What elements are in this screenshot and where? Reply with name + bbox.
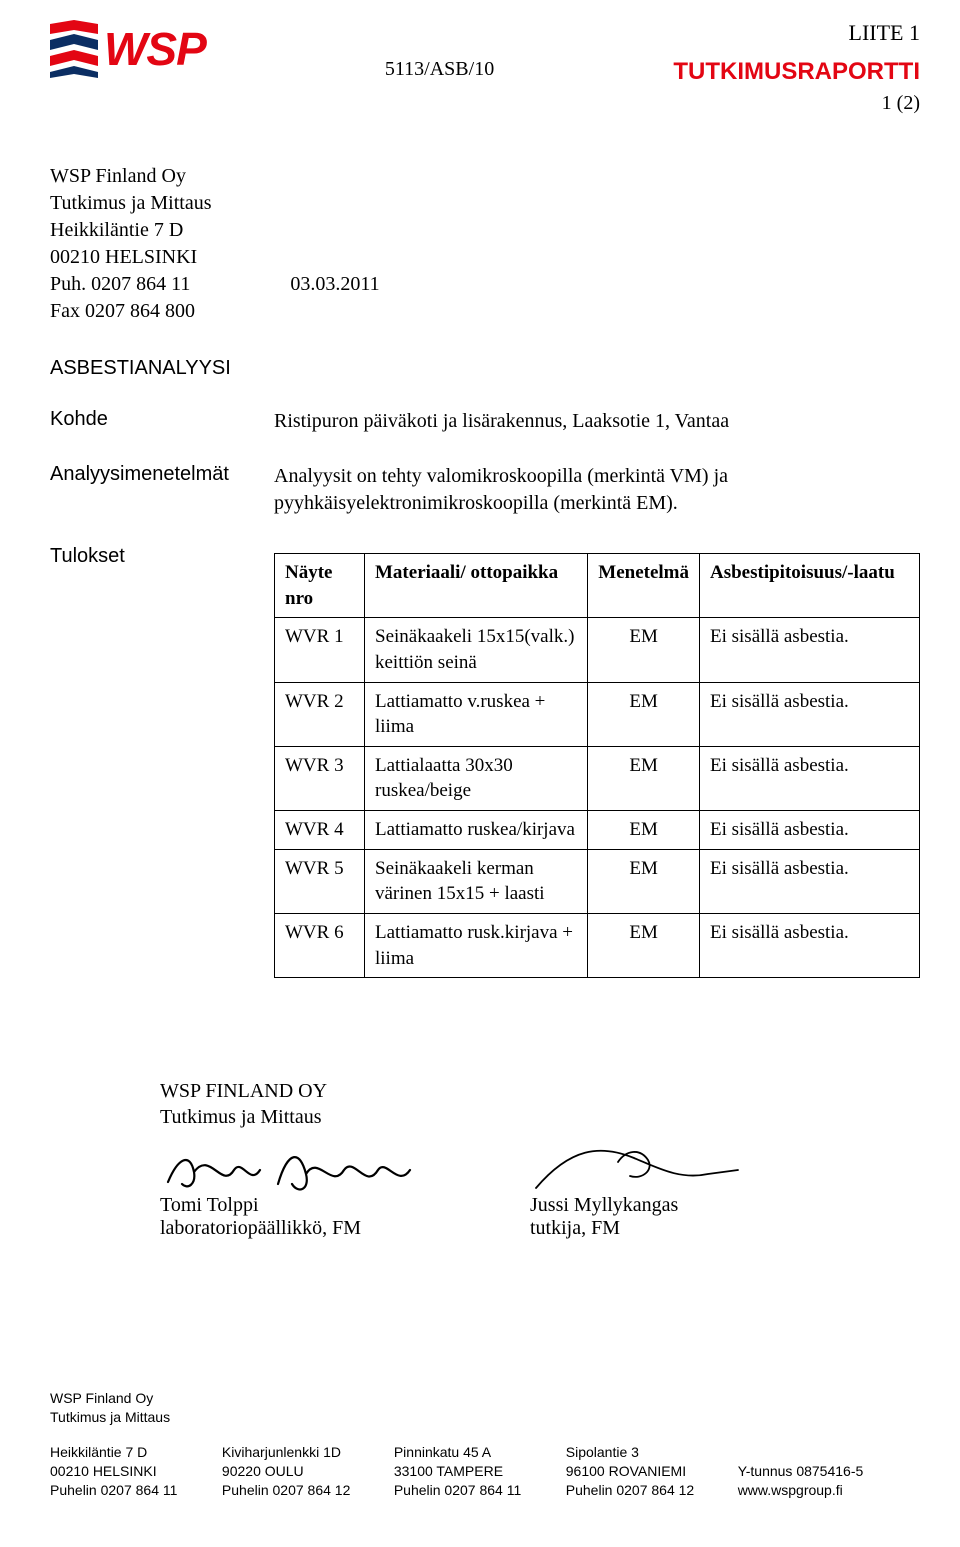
page-indicator: 1 (2) [673,92,920,115]
recipient-fax: Fax 0207 864 800 [50,298,920,325]
table-row: WVR 1Seinäkaakeli 15x15(valk.) keittiön … [275,618,920,682]
table-row: WVR 4Lattiamatto ruskea/kirjavaEMEi sisä… [275,811,920,850]
cell-method: EM [588,618,700,682]
cell-method: EM [588,849,700,913]
footer-col: Heikkiläntie 7 D00210 HELSINKIPuhelin 02… [50,1443,202,1500]
cell-nro: WVR 4 [275,811,365,850]
cell-material: Seinäkaakeli 15x15(valk.) keittiön seinä [365,618,588,682]
label-results: Tulokset [50,545,260,568]
analysis-grid: Kohde Ristipuron päiväkoti ja lisärakenn… [50,408,920,978]
cell-material: Seinäkaakeli kerman värinen 15x15 + laas… [365,849,588,913]
logo-text: WSP [104,22,206,76]
cell-material: Lattiamatto ruskea/kirjava [365,811,588,850]
cell-result: Ei sisällä asbestia. [700,682,920,746]
cell-method: EM [588,811,700,850]
sign-right-title: tutkija, FM [530,1217,750,1240]
footer-col: Kiviharjunlenkki 1D90220 OULUPuhelin 020… [222,1443,374,1500]
recipient-company: WSP Finland Oy [50,163,920,190]
footer-line: www.wspgroup.fi [738,1481,920,1500]
footer: WSP Finland Oy Tutkimus ja Mittaus Heikk… [50,1390,920,1500]
recipient-block: WSP Finland Oy Tutkimus ja Mittaus Heikk… [50,163,920,325]
footer-line: 90220 OULU [222,1462,374,1481]
cell-nro: WVR 6 [275,914,365,978]
recipient-phone: Puh. 0207 864 11 [50,271,190,298]
footer-col: Y-tunnus 0875416-5www.wspgroup.fi [738,1443,920,1500]
cell-result: Ei sisällä asbestia. [700,746,920,810]
header-right: LIITE 1 TUTKIMUSRAPORTTI 1 (2) [673,20,920,115]
logo: WSP [50,20,206,78]
wsp-logo-icon [50,20,98,78]
signature-block: WSP FINLAND OY Tutkimus ja Mittaus Tomi … [160,1078,920,1240]
table-row: WVR 3Lattialaatta 30x30 ruskea/beigeEMEi… [275,746,920,810]
signature-scribble-icon [160,1140,420,1200]
cell-material: Lattiamatto v.ruskea + liima [365,682,588,746]
footer-line: Y-tunnus 0875416-5 [738,1462,920,1481]
section-title: ASBESTIANALYYSI [50,357,920,380]
th-material: Materiaali/ ottopaikka [365,554,588,618]
value-kohde: Ristipuron päiväkoti ja lisärakennus, La… [274,408,920,435]
recipient-dept: Tutkimus ja Mittaus [50,190,920,217]
footer-line [738,1443,920,1462]
cell-result: Ei sisällä asbestia. [700,618,920,682]
cell-nro: WVR 1 [275,618,365,682]
sign-left-name: Tomi Tolppi [160,1194,420,1217]
footer-line: Puhelin 0207 864 11 [50,1481,202,1500]
footer-line: Heikkiläntie 7 D [50,1443,202,1462]
cell-method: EM [588,682,700,746]
table-row: WVR 2Lattiamatto v.ruskea + liimaEMEi si… [275,682,920,746]
value-results: Näyte nro Materiaali/ ottopaikka Menetel… [274,545,920,978]
footer-line: Pinninkatu 45 A [394,1443,546,1462]
recipient-street: Heikkiläntie 7 D [50,217,920,244]
signature-left: Tomi Tolppi laboratoriopäällikkö, FM [160,1140,420,1240]
sign-left-title: laboratoriopäällikkö, FM [160,1217,420,1240]
cell-method: EM [588,746,700,810]
footer-col: Pinninkatu 45 A33100 TAMPEREPuhelin 0207… [394,1443,546,1500]
cell-nro: WVR 2 [275,682,365,746]
table-header-row: Näyte nro Materiaali/ ottopaikka Menetel… [275,554,920,618]
footer-line: 33100 TAMPERE [394,1462,546,1481]
cell-nro: WVR 3 [275,746,365,810]
cell-result: Ei sisällä asbestia. [700,811,920,850]
document-date: 03.03.2011 [290,271,379,298]
cell-material: Lattiamatto rusk.kirjava + liima [365,914,588,978]
cell-material: Lattialaatta 30x30 ruskea/beige [365,746,588,810]
footer-line: Kiviharjunlenkki 1D [222,1443,374,1462]
recipient-city: 00210 HELSINKI [50,244,920,271]
th-method: Menetelmä [588,554,700,618]
label-kohde: Kohde [50,408,260,431]
attachment-label: LIITE 1 [673,20,920,46]
signature-right: Jussi Myllykangas tutkija, FM [530,1140,750,1240]
footer-line: 00210 HELSINKI [50,1462,202,1481]
value-methods: Analyysit on tehty valomikroskoopilla (m… [274,463,920,517]
report-title: TUTKIMUSRAPORTTI [673,58,920,86]
cell-nro: WVR 5 [275,849,365,913]
sign-org2: Tutkimus ja Mittaus [160,1104,920,1130]
footer-line: Sipolantie 3 [566,1443,718,1462]
cell-method: EM [588,914,700,978]
th-nro: Näyte nro [275,554,365,618]
table-row: WVR 6Lattiamatto rusk.kirjava + liimaEME… [275,914,920,978]
footer-line: Puhelin 0207 864 12 [222,1481,374,1500]
signature-scribble-icon [530,1140,750,1200]
label-methods: Analyysimenetelmät [50,463,260,486]
cell-result: Ei sisällä asbestia. [700,849,920,913]
footer-line: Puhelin 0207 864 12 [566,1481,718,1500]
sign-org1: WSP FINLAND OY [160,1078,920,1104]
th-result: Asbestipitoisuus/-laatu [700,554,920,618]
sign-right-name: Jussi Myllykangas [530,1194,750,1217]
footer-line: 96100 ROVANIEMI [566,1462,718,1481]
doc-reference: 5113/ASB/10 [385,58,494,81]
table-row: WVR 5Seinäkaakeli kerman värinen 15x15 +… [275,849,920,913]
samples-table: Näyte nro Materiaali/ ottopaikka Menetel… [274,553,920,978]
footer-company: WSP Finland Oy [50,1390,920,1406]
footer-line: Puhelin 0207 864 11 [394,1481,546,1500]
footer-col: Sipolantie 396100 ROVANIEMIPuhelin 0207 … [566,1443,718,1500]
document-header: WSP 5113/ASB/10 LIITE 1 TUTKIMUSRAPORTTI… [50,20,920,115]
footer-dept: Tutkimus ja Mittaus [50,1409,920,1425]
cell-result: Ei sisällä asbestia. [700,914,920,978]
